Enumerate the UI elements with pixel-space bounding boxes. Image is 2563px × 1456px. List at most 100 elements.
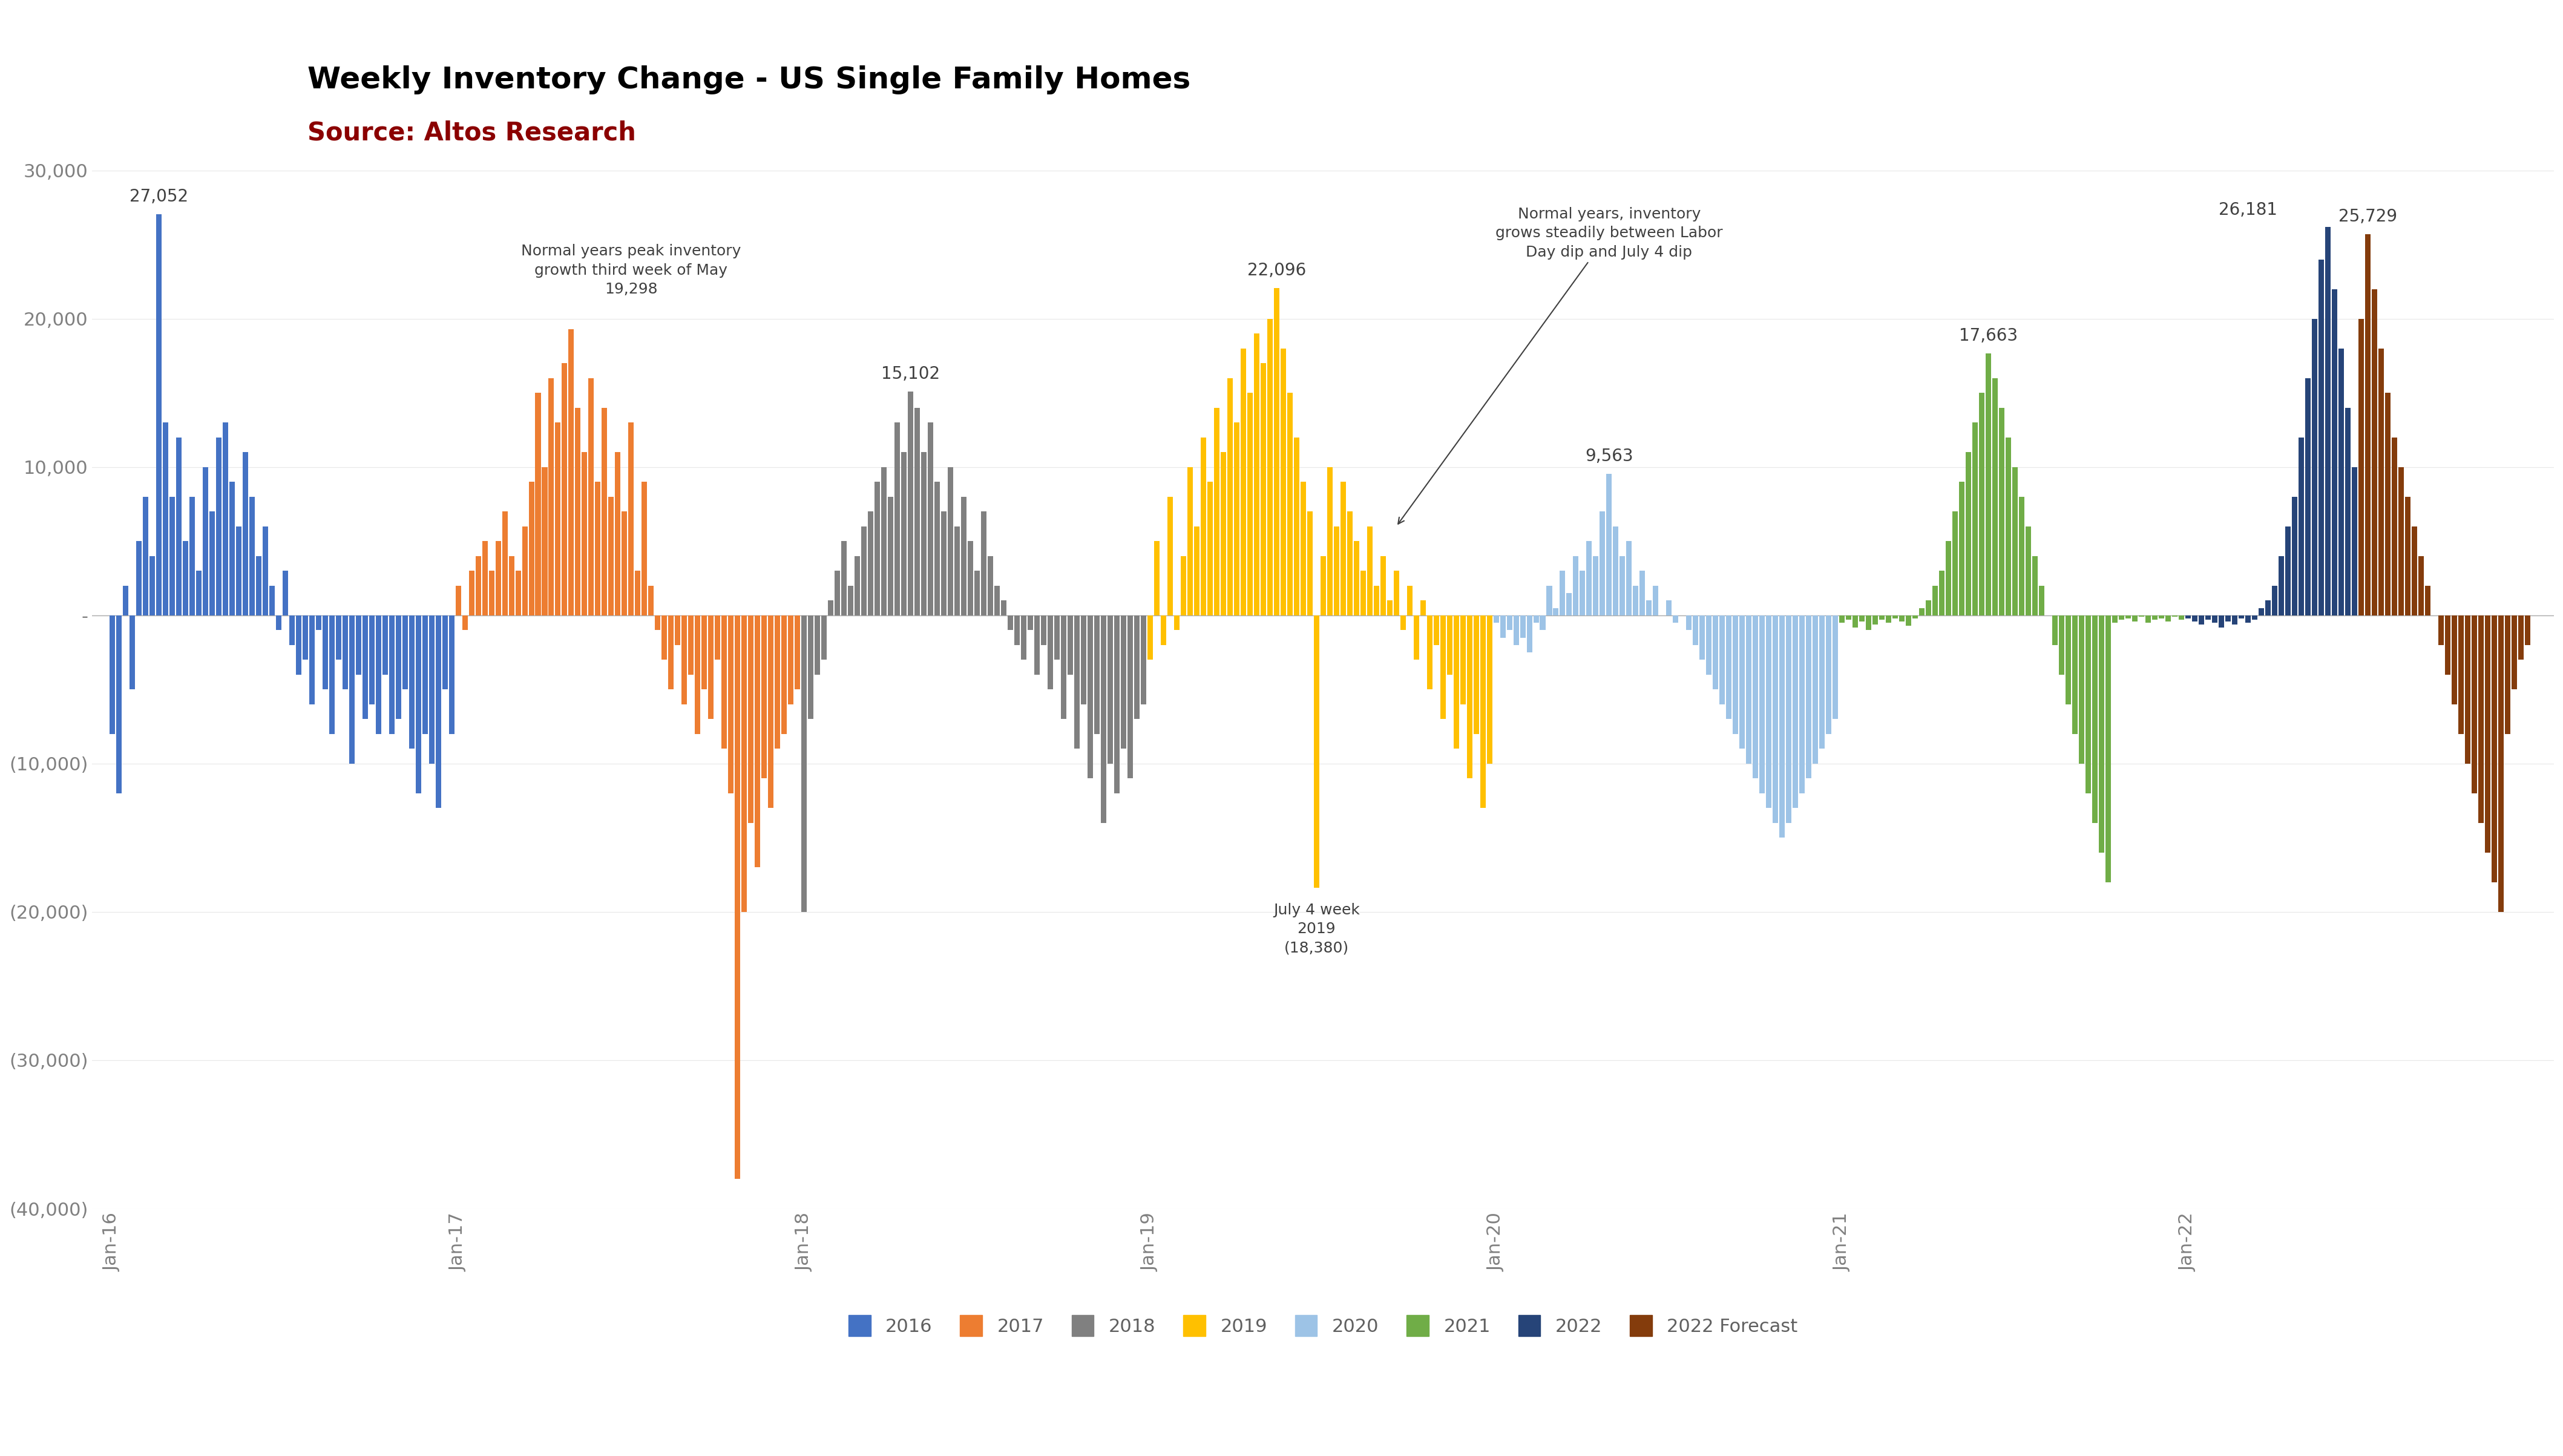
Bar [123,585,128,616]
Bar [1999,408,2004,616]
Bar [395,616,400,719]
Bar [894,422,900,616]
Bar [2204,616,2212,620]
Bar [1799,616,1804,794]
Bar [902,453,907,616]
Bar [1653,585,1658,616]
Bar [1215,408,1220,616]
Bar [715,616,720,660]
Bar [774,616,779,748]
Bar [115,616,120,794]
Bar [661,616,666,660]
Bar [402,616,408,690]
Bar [807,616,812,719]
Bar [2325,227,2330,616]
Bar [595,482,600,616]
Bar [449,616,454,734]
Bar [1620,556,1625,616]
Bar [2271,585,2276,616]
Bar [361,616,367,719]
Bar [1115,616,1120,794]
Bar [502,511,507,616]
Bar [328,616,336,734]
Bar [1907,616,1912,626]
Bar [469,571,474,616]
Bar [2417,556,2425,616]
Bar [149,556,154,616]
Bar [369,616,374,705]
Bar [1774,616,1779,823]
Bar [1240,348,1246,616]
Bar [1694,616,1699,645]
Bar [2266,600,2271,616]
Bar [541,467,548,616]
Bar [2412,527,2417,616]
Bar [336,616,341,660]
Bar [795,616,800,690]
Bar [1133,616,1141,719]
Bar [349,616,354,764]
Bar [848,585,853,616]
Bar [689,616,695,674]
Bar [490,571,495,616]
Bar [428,616,433,764]
Bar [2166,616,2171,622]
Bar [841,542,846,616]
Bar [1607,473,1612,616]
Bar [2279,556,2284,616]
Bar [1228,379,1233,616]
Bar [1520,616,1525,638]
Bar [1933,585,1938,616]
Legend: 2016, 2017, 2018, 2019, 2020, 2021, 2022, 2022 Forecast: 2016, 2017, 2018, 2019, 2020, 2021, 2022… [841,1307,1804,1344]
Bar [1220,453,1225,616]
Bar [1594,556,1599,616]
Bar [2179,616,2184,620]
Bar [589,379,595,616]
Bar [1399,616,1405,630]
Bar [802,616,807,911]
Bar [482,542,487,616]
Bar [982,511,987,616]
Bar [195,571,202,616]
Bar [2086,616,2091,794]
Bar [2378,348,2384,616]
Bar [2112,616,2117,623]
Bar [1940,571,1945,616]
Bar [1374,585,1379,616]
Bar [769,616,774,808]
Bar [948,467,953,616]
Bar [1002,600,1007,616]
Bar [1920,609,1925,616]
Bar [1792,616,1799,808]
Bar [1328,467,1333,616]
Bar [1087,616,1092,779]
Bar [410,616,415,748]
Bar [1699,616,1704,660]
Bar [1891,616,1899,619]
Bar [1094,616,1100,734]
Bar [1020,616,1025,660]
Bar [2512,616,2517,690]
Bar [2191,616,2196,622]
Bar [2079,616,2084,764]
Bar [1407,585,1412,616]
Bar [2032,556,2038,616]
Bar [1740,616,1745,748]
Bar [1199,437,1207,616]
Bar [2366,234,2371,616]
Bar [648,585,654,616]
Bar [2304,379,2309,616]
Bar [861,527,866,616]
Bar [869,511,874,616]
Bar [1082,616,1087,705]
Bar [261,527,269,616]
Bar [2391,437,2396,616]
Bar [2458,616,2463,734]
Bar [1912,616,1917,619]
Bar [1479,616,1487,808]
Bar [1840,616,1845,623]
Bar [1540,616,1545,630]
Bar [2120,616,2125,620]
Bar [1545,585,1553,616]
Bar [782,616,787,734]
